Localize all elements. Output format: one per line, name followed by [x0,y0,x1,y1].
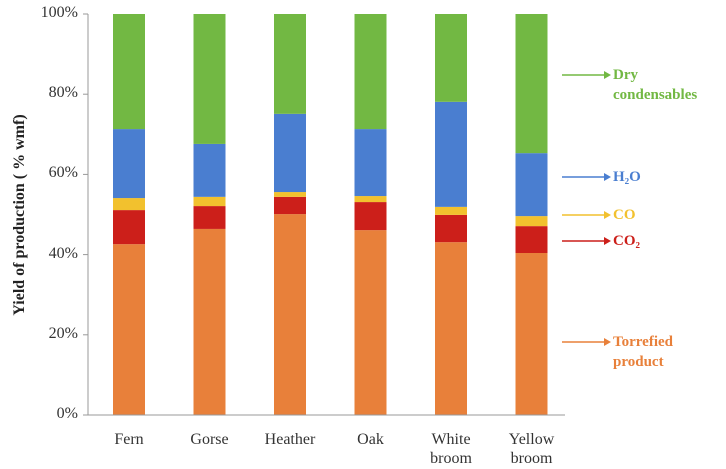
bar-segment [193,206,226,229]
bar-segment [515,226,548,253]
legend-arrowhead [604,338,611,346]
bar-segment [354,14,387,130]
x-tick-label: Yellow broom [508,431,555,467]
y-tick-label: 60% [48,164,78,182]
bar-segment [193,196,226,207]
bar-segment [274,14,306,114]
y-tick-label: 20% [48,324,78,342]
bar-segment [274,113,306,193]
legend-arrowhead [604,173,611,181]
y-tick-label: 80% [48,84,78,102]
x-tick-label: Gorse [190,431,229,448]
bar-segment [274,214,306,415]
legend-label: Torrefied product [613,334,673,370]
bar-segment [113,129,145,199]
bar-segment [193,143,226,197]
legend-label: CO₂ [613,233,640,249]
y-axis-label: Yield of production ( % wmf) [11,114,28,316]
y-tick-label: 100% [40,4,78,21]
bar-segment [113,14,145,130]
legend-label: H₂O [613,169,641,185]
legend-arrowhead [604,237,611,245]
bar-segment [515,216,548,227]
bar-segment [515,14,548,154]
bar-segment [515,153,548,217]
legend-label: Dry condensables [613,67,698,103]
bar-segment [113,198,145,211]
bar-segment [435,101,467,207]
bar-segment [193,14,226,144]
bar-segment [435,242,467,415]
x-tick-label: White broom [430,431,472,467]
bar-segment [274,196,306,215]
bar-segment [113,244,145,415]
x-tick-label: Heather [264,431,316,448]
x-tick-label: Oak [357,431,384,448]
bar-segment [435,214,467,243]
bar-segment [274,192,306,197]
bar-segment [435,14,467,102]
bar-segment [354,129,387,197]
bar-segment [354,230,387,415]
bar-segment [113,210,145,245]
y-tick-label: 0% [56,405,78,422]
legend-label: CO [613,207,636,223]
x-tick-label: Fern [114,431,144,448]
y-tick-label: 40% [48,244,78,262]
bar-segment [193,228,226,415]
bar-segment [515,252,548,415]
bar-segment [354,202,387,231]
legend-arrowhead [604,71,611,79]
bar-segment [354,196,387,203]
bar-segment [435,206,467,215]
legend-arrowhead [604,211,611,219]
